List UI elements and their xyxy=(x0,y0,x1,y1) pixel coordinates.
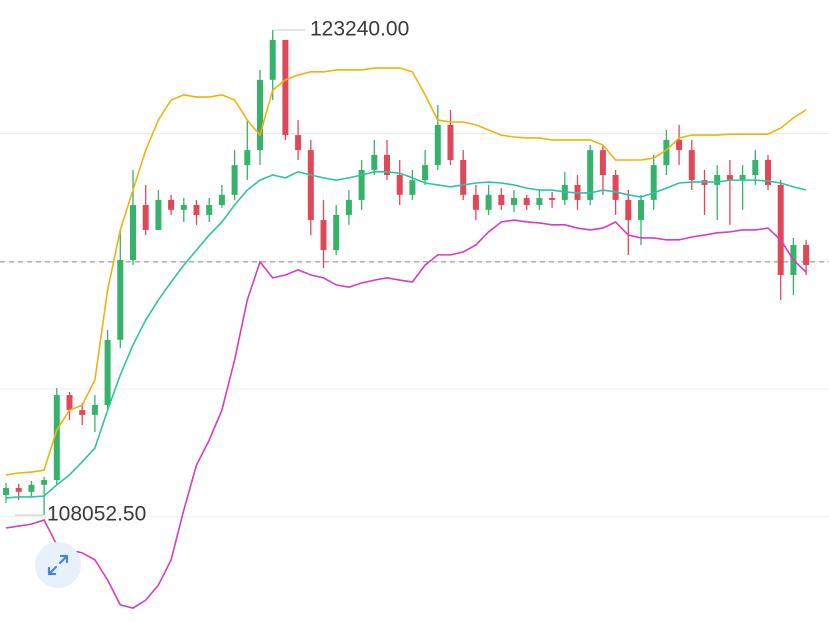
candle-body xyxy=(53,395,60,481)
candle-body xyxy=(15,488,22,492)
candle-body xyxy=(422,165,429,181)
candle-body xyxy=(79,410,86,415)
candle-body xyxy=(371,154,378,170)
candle-body xyxy=(434,124,441,166)
candle-body xyxy=(485,194,492,210)
candle-body xyxy=(676,139,683,151)
band-line xyxy=(5,67,807,476)
candle-body xyxy=(104,339,111,405)
candle-body xyxy=(587,150,594,200)
candle-body xyxy=(384,154,390,176)
candle-body xyxy=(396,175,403,195)
candle-body xyxy=(155,199,162,230)
candle-body xyxy=(765,160,771,185)
candle-body xyxy=(130,205,136,260)
expand-icon[interactable] xyxy=(47,554,69,576)
candle-body xyxy=(41,480,48,485)
candle-body xyxy=(549,198,556,200)
candle-body xyxy=(498,194,505,206)
candle-body xyxy=(168,199,175,210)
candle-body xyxy=(345,199,352,215)
annotation-label: 123240.00 xyxy=(310,18,409,41)
annotation-label: 108052.50 xyxy=(47,503,146,526)
candle-body xyxy=(333,214,340,251)
expand-button[interactable] xyxy=(35,542,81,588)
candle-body xyxy=(91,404,98,415)
candle-body xyxy=(66,395,73,411)
candle-body xyxy=(599,150,606,176)
candle-body xyxy=(752,160,759,176)
band-line xyxy=(5,219,807,609)
candle-body xyxy=(3,488,9,496)
candle-body xyxy=(714,175,721,185)
candle-body xyxy=(777,184,784,275)
candle-body xyxy=(663,139,670,166)
candle-body xyxy=(523,198,530,206)
candle-body xyxy=(739,175,746,181)
candle-body xyxy=(726,175,733,181)
candle-body xyxy=(218,194,225,206)
plot: 123240.00 108052.50 xyxy=(0,18,829,609)
candle-body xyxy=(244,150,251,166)
candle-body xyxy=(511,198,517,206)
candle-body xyxy=(295,135,302,151)
candle-body xyxy=(307,150,314,221)
candle-body xyxy=(231,165,238,195)
candle-body xyxy=(472,194,479,210)
candle-body xyxy=(117,259,124,340)
candle-body xyxy=(409,180,416,195)
expand-button-bg[interactable] xyxy=(35,542,81,588)
candle-body xyxy=(536,198,543,206)
candle-body xyxy=(650,165,657,200)
candle-body xyxy=(269,39,276,80)
candle-body xyxy=(28,484,35,492)
candle-body xyxy=(358,169,365,200)
candle-body xyxy=(638,199,644,221)
candle-body xyxy=(180,205,187,210)
candle-body xyxy=(625,199,632,221)
candle-body xyxy=(447,124,454,161)
candle-body xyxy=(193,205,200,215)
candle-body xyxy=(282,39,289,136)
candle-body xyxy=(612,175,619,200)
band-line xyxy=(5,170,807,499)
candle-body xyxy=(320,220,327,251)
candle-body xyxy=(257,79,263,151)
candle-body xyxy=(688,150,695,181)
candle-body xyxy=(803,244,810,266)
candle-body xyxy=(142,205,149,230)
candle-body xyxy=(460,160,467,195)
candle-body xyxy=(206,205,213,215)
